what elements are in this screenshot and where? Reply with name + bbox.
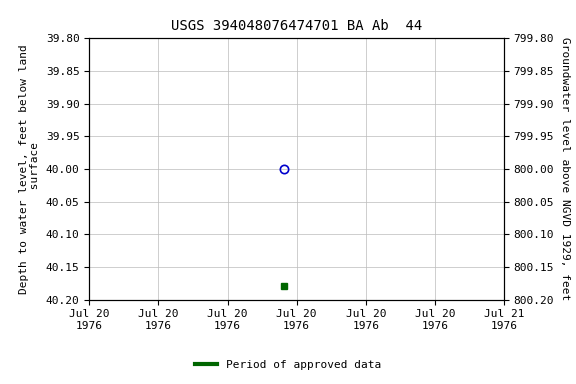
Y-axis label: Groundwater level above NGVD 1929, feet: Groundwater level above NGVD 1929, feet <box>560 37 570 301</box>
Y-axis label: Depth to water level, feet below land
 surface: Depth to water level, feet below land su… <box>18 44 40 294</box>
Legend: Period of approved data: Period of approved data <box>191 356 385 375</box>
Title: USGS 394048076474701 BA Ab  44: USGS 394048076474701 BA Ab 44 <box>171 19 422 33</box>
